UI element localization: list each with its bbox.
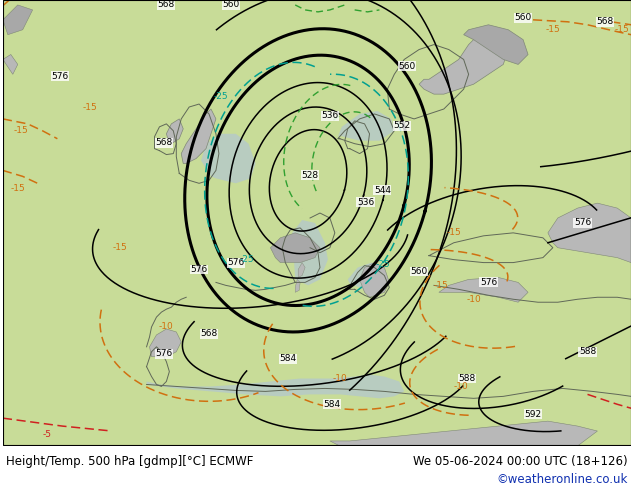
Polygon shape (166, 119, 183, 144)
Text: 576: 576 (52, 72, 69, 81)
Polygon shape (3, 54, 18, 74)
Text: 552: 552 (394, 122, 411, 130)
Polygon shape (271, 233, 320, 263)
Text: -15: -15 (446, 228, 461, 237)
Text: -15: -15 (545, 25, 560, 34)
Polygon shape (347, 263, 387, 293)
Polygon shape (146, 374, 404, 398)
Text: -15: -15 (615, 25, 630, 34)
Text: 576: 576 (227, 258, 244, 267)
Text: 568: 568 (158, 0, 175, 9)
Text: 592: 592 (524, 410, 541, 418)
Text: 576: 576 (156, 349, 173, 358)
Text: -15: -15 (112, 243, 127, 252)
Text: 568: 568 (156, 138, 173, 147)
Text: 560: 560 (222, 0, 240, 9)
Polygon shape (548, 203, 631, 263)
Text: -25: -25 (375, 260, 390, 269)
Text: -25: -25 (239, 255, 254, 264)
Text: -15: -15 (82, 102, 98, 112)
Polygon shape (463, 25, 528, 64)
Text: -15: -15 (13, 126, 28, 135)
Polygon shape (298, 263, 305, 277)
Polygon shape (295, 279, 300, 293)
Polygon shape (201, 134, 256, 183)
Text: ©weatheronline.co.uk: ©weatheronline.co.uk (496, 473, 628, 487)
Text: 576: 576 (480, 278, 497, 287)
Text: 588: 588 (579, 347, 596, 356)
Text: 560: 560 (410, 267, 428, 276)
Polygon shape (3, 5, 32, 35)
Text: 576: 576 (190, 265, 208, 274)
Text: 560: 560 (514, 13, 532, 23)
Text: 536: 536 (357, 197, 374, 207)
Text: -25: -25 (214, 92, 228, 100)
Text: 584: 584 (323, 400, 340, 409)
Text: 568: 568 (597, 17, 614, 26)
Polygon shape (181, 109, 216, 164)
Text: -15: -15 (10, 184, 25, 193)
Text: -10: -10 (453, 382, 468, 391)
Text: 544: 544 (374, 186, 391, 195)
Polygon shape (439, 277, 528, 302)
Polygon shape (292, 220, 328, 285)
Text: We 05-06-2024 00:00 UTC (18+126): We 05-06-2024 00:00 UTC (18+126) (413, 455, 628, 468)
Polygon shape (330, 421, 597, 446)
Polygon shape (419, 30, 508, 94)
Text: -10: -10 (466, 295, 481, 304)
Text: 568: 568 (200, 329, 217, 339)
Text: 560: 560 (399, 62, 416, 71)
Text: -15: -15 (434, 281, 448, 290)
Polygon shape (150, 329, 181, 357)
Text: -10: -10 (332, 374, 347, 383)
Text: 588: 588 (458, 374, 476, 383)
Polygon shape (359, 263, 389, 297)
Text: -10: -10 (159, 322, 174, 332)
Text: 576: 576 (574, 219, 591, 227)
Polygon shape (338, 111, 394, 141)
Text: -5: -5 (43, 430, 52, 439)
Text: 584: 584 (280, 354, 297, 363)
Text: Height/Temp. 500 hPa [gdmp][°C] ECMWF: Height/Temp. 500 hPa [gdmp][°C] ECMWF (6, 455, 254, 468)
Text: 528: 528 (302, 171, 319, 180)
Text: 536: 536 (321, 111, 339, 121)
